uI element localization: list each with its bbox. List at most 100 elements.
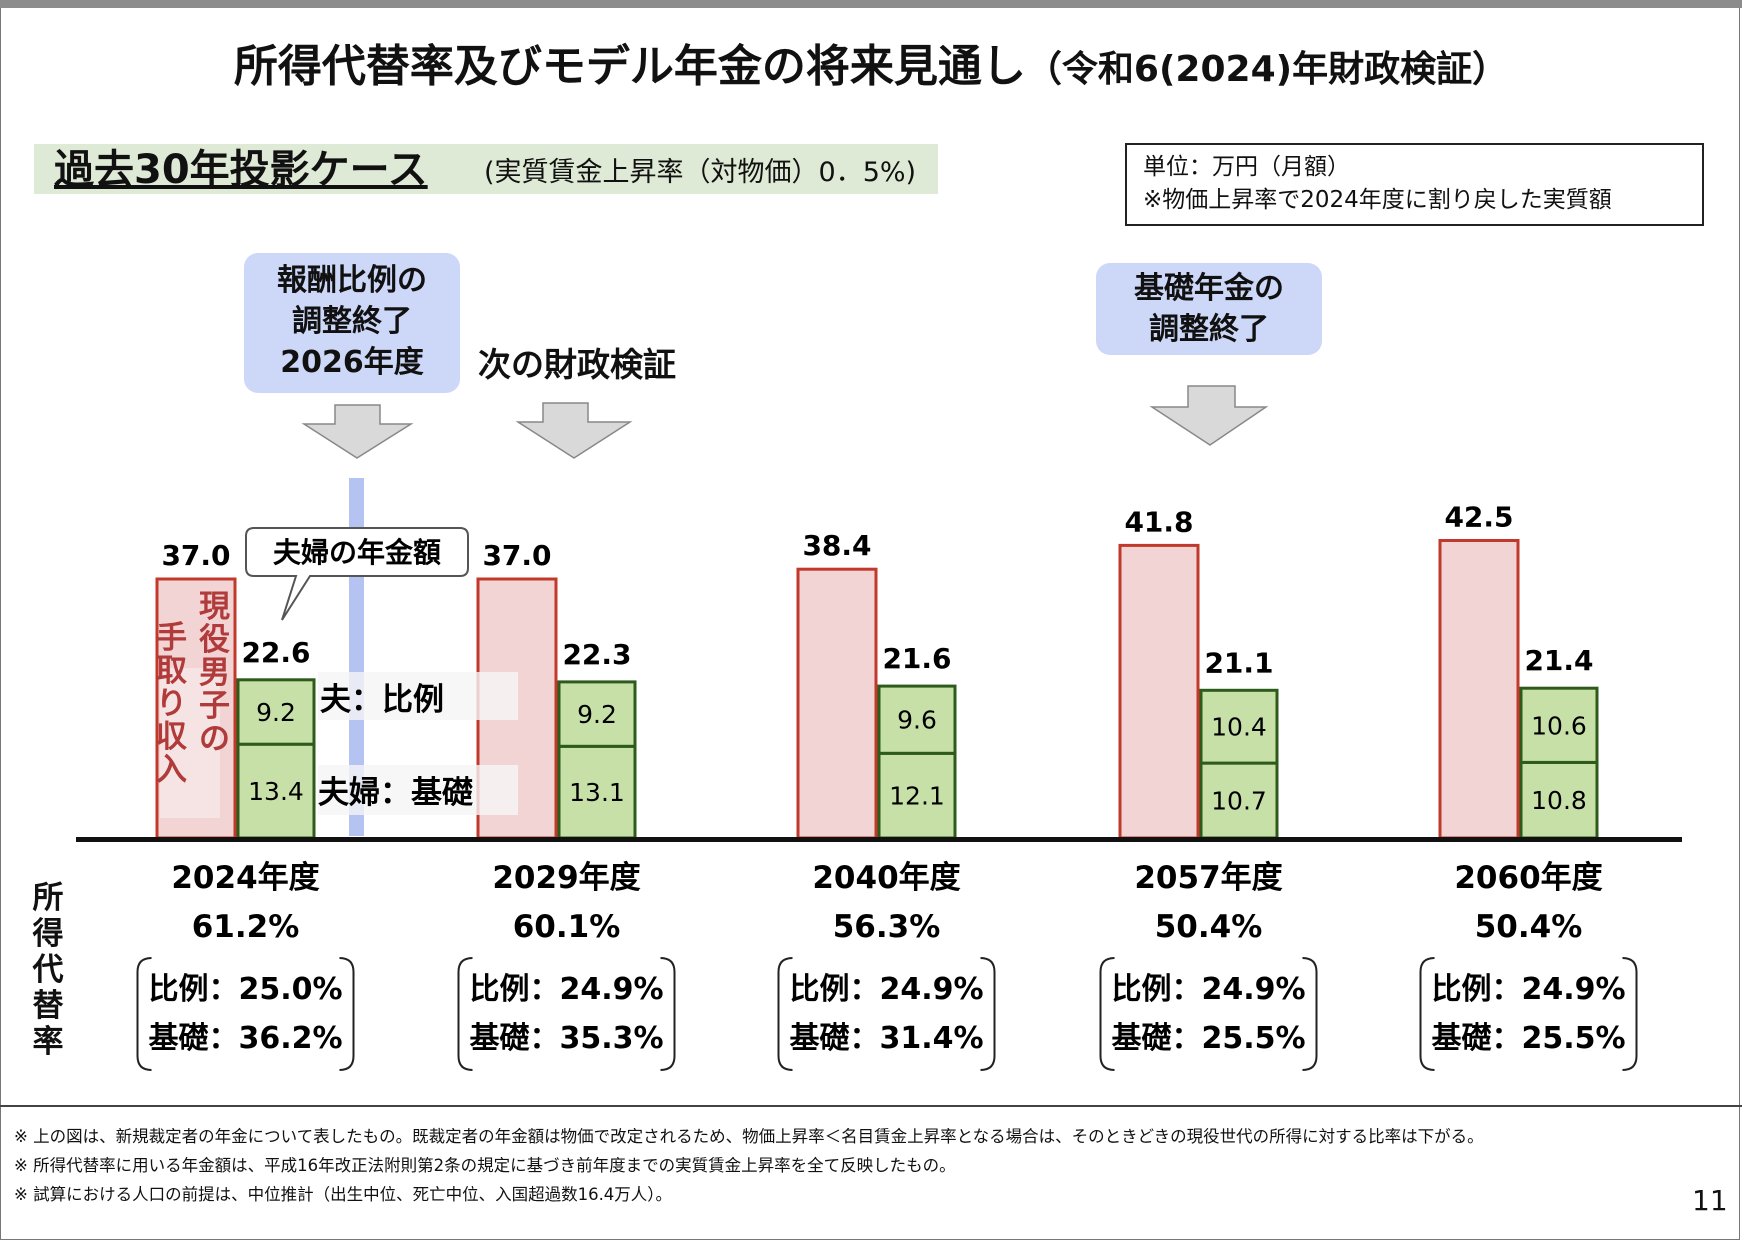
worker-label-backdrop xyxy=(160,668,220,818)
total-value-label: 22.3 xyxy=(562,638,631,671)
hoshu-bar xyxy=(557,680,637,748)
hoshu-adjustment-callout: 報酬比例の 調整終了 2026年度 xyxy=(244,253,460,393)
couple-basic-label: 夫婦：基礎 xyxy=(318,775,473,811)
proportional-rate: 比例：24.9% xyxy=(789,972,983,1007)
income-bar xyxy=(796,567,878,840)
left-paren xyxy=(777,957,793,1071)
husband-proportional-label: 夫：比例 xyxy=(320,682,444,718)
case-name: 過去30年投影ケース xyxy=(54,147,428,193)
couple-label-backdrop xyxy=(318,765,518,815)
couple-amount-label: 夫婦の年金額 xyxy=(273,536,441,569)
page-number: 11 xyxy=(1692,1184,1728,1217)
income-value-label: 38.4 xyxy=(802,529,871,562)
couple-amount-bubble xyxy=(245,527,469,621)
proportional-rate: 比例：24.9% xyxy=(469,972,663,1007)
hoshu-bar xyxy=(236,678,316,746)
callout-line: 調整終了 xyxy=(1149,312,1269,347)
husband-label-backdrop xyxy=(318,672,518,720)
kiso-value-label: 13.1 xyxy=(569,778,625,807)
hoshu-bar xyxy=(1199,688,1279,765)
worker-income-label: 現役男子の xyxy=(199,589,230,757)
category-label: 2060年度 xyxy=(1454,860,1602,896)
right-paren xyxy=(660,957,676,1071)
right-paren xyxy=(1622,957,1638,1071)
income-value-label: 42.5 xyxy=(1444,501,1513,534)
footnote-divider xyxy=(0,1105,1742,1107)
category-label: 2057年度 xyxy=(1134,860,1282,896)
replacement-rate-value: 50.4% xyxy=(1155,909,1263,945)
proportional-rate: 比例：24.9% xyxy=(1111,972,1305,1007)
unit-note-line: ※物価上昇率で2024年度に割り戻した実質額 xyxy=(1143,187,1612,213)
replacement-rate-char: 代 xyxy=(32,952,64,988)
x-axis-baseline xyxy=(76,837,1682,842)
left-paren xyxy=(1419,957,1435,1071)
proportional-rate: 比例：24.9% xyxy=(1431,972,1625,1007)
right-paren xyxy=(1302,957,1318,1071)
footnote: ※ 上の図は、新規裁定者の年金について表したもの。既裁定者の年金額は物価で改定さ… xyxy=(14,1127,1484,1146)
replacement-rate-char: 所 xyxy=(32,880,64,916)
footnotes: ※ 上の図は、新規裁定者の年金について表したもの。既裁定者の年金額は物価で改定さ… xyxy=(14,1122,1484,1209)
kiso-value-label: 10.7 xyxy=(1211,787,1267,816)
page-title: 所得代替率及びモデル年金の将来見通し（令和6(2024)年財政検証） xyxy=(0,30,1742,94)
kiso-bar xyxy=(1199,761,1279,840)
left-paren xyxy=(136,957,152,1071)
right-paren xyxy=(980,957,996,1071)
title-main: 所得代替率及びモデル年金の将来見通し xyxy=(233,41,1026,92)
basic-rate: 基礎：31.4% xyxy=(789,1021,983,1056)
hoshu-value-label: 9.2 xyxy=(256,698,296,727)
kiso-value-label: 12.1 xyxy=(889,782,945,811)
footnote: ※ 所得代替率に用いる年金額は、平成16年改正法附則第2条の規定に基づき前年度ま… xyxy=(14,1156,956,1175)
title-sub: （令和6(2024)年財政検証） xyxy=(1025,49,1509,90)
kiso-adjustment-callout: 基礎年金の 調整終了 xyxy=(1096,263,1322,355)
total-value-label: 22.6 xyxy=(241,636,310,669)
worker-income-label: 手取り収入 xyxy=(156,620,187,788)
down-arrow-icon xyxy=(301,404,414,459)
pension-chart: 37.0 13.4 9.2 22.6 2024年度 61.2% 比例：25.0% 基礎：36.… xyxy=(76,385,1682,1071)
hoshu-value-label: 10.4 xyxy=(1211,713,1267,742)
income-value-label: 41.8 xyxy=(1124,505,1193,538)
replacement-rate-char: 得 xyxy=(32,916,64,952)
hoshu-bar xyxy=(877,684,957,755)
down-arrow-icon xyxy=(1149,385,1269,446)
down-arrow-icon xyxy=(515,402,633,459)
category-label: 2024年度 xyxy=(171,860,319,896)
case-detail: (実質賃金上昇率（対物価）0．5%) xyxy=(484,157,917,188)
hoshu-value-label: 9.2 xyxy=(577,700,617,729)
callout-line: 報酬比例の xyxy=(277,263,427,298)
replacement-rate-value: 61.2% xyxy=(192,909,300,945)
next-review-label: 次の財政検証 xyxy=(478,345,676,384)
total-value-label: 21.6 xyxy=(882,642,951,675)
unit-line: 単位：万円（月額） xyxy=(1143,154,1350,180)
replacement-rate-label: 所得代替率 xyxy=(28,880,68,1060)
basic-rate: 基礎：35.3% xyxy=(469,1021,663,1056)
replacement-rate-value: 56.3% xyxy=(833,909,941,945)
top-bar xyxy=(0,0,1742,8)
replacement-rate-value: 60.1% xyxy=(513,909,621,945)
total-value-label: 21.4 xyxy=(1524,644,1593,677)
replacement-rate-char: 替 xyxy=(32,988,64,1024)
left-paren xyxy=(457,957,473,1071)
income-value-label: 37.0 xyxy=(161,539,230,572)
kiso-value-label: 13.4 xyxy=(248,777,304,806)
total-value-label: 21.1 xyxy=(1204,646,1273,679)
hoshu-value-label: 9.6 xyxy=(897,706,937,735)
kiso-bar xyxy=(557,744,637,840)
callout-line: 調整終了 xyxy=(292,304,412,339)
income-value-label: 37.0 xyxy=(482,539,551,572)
callout-line: 2026年度 xyxy=(280,345,424,380)
replacement-rate-char: 率 xyxy=(32,1024,64,1060)
proportional-rate: 比例：25.0% xyxy=(148,972,342,1007)
case-banner: 過去30年投影ケース (実質賃金上昇率（対物価）0．5%) xyxy=(34,144,938,194)
left-paren xyxy=(1099,957,1115,1071)
footnote: ※ 試算における人口の前提は、中位推計（出生中位、死亡中位、入国超過数16.4万… xyxy=(14,1185,673,1204)
income-bar xyxy=(1438,539,1520,840)
income-bar xyxy=(1118,543,1200,840)
category-label: 2040年度 xyxy=(812,860,960,896)
category-label: 2029年度 xyxy=(492,860,640,896)
unit-note: 単位：万円（月額） ※物価上昇率で2024年度に割り戻した実質額 xyxy=(1125,143,1704,226)
basic-rate: 基礎：25.5% xyxy=(1431,1021,1625,1056)
right-paren xyxy=(339,957,355,1071)
basic-rate: 基礎：25.5% xyxy=(1111,1021,1305,1056)
kiso-bar xyxy=(1519,760,1599,840)
callout-line: 基礎年金の xyxy=(1134,271,1284,306)
